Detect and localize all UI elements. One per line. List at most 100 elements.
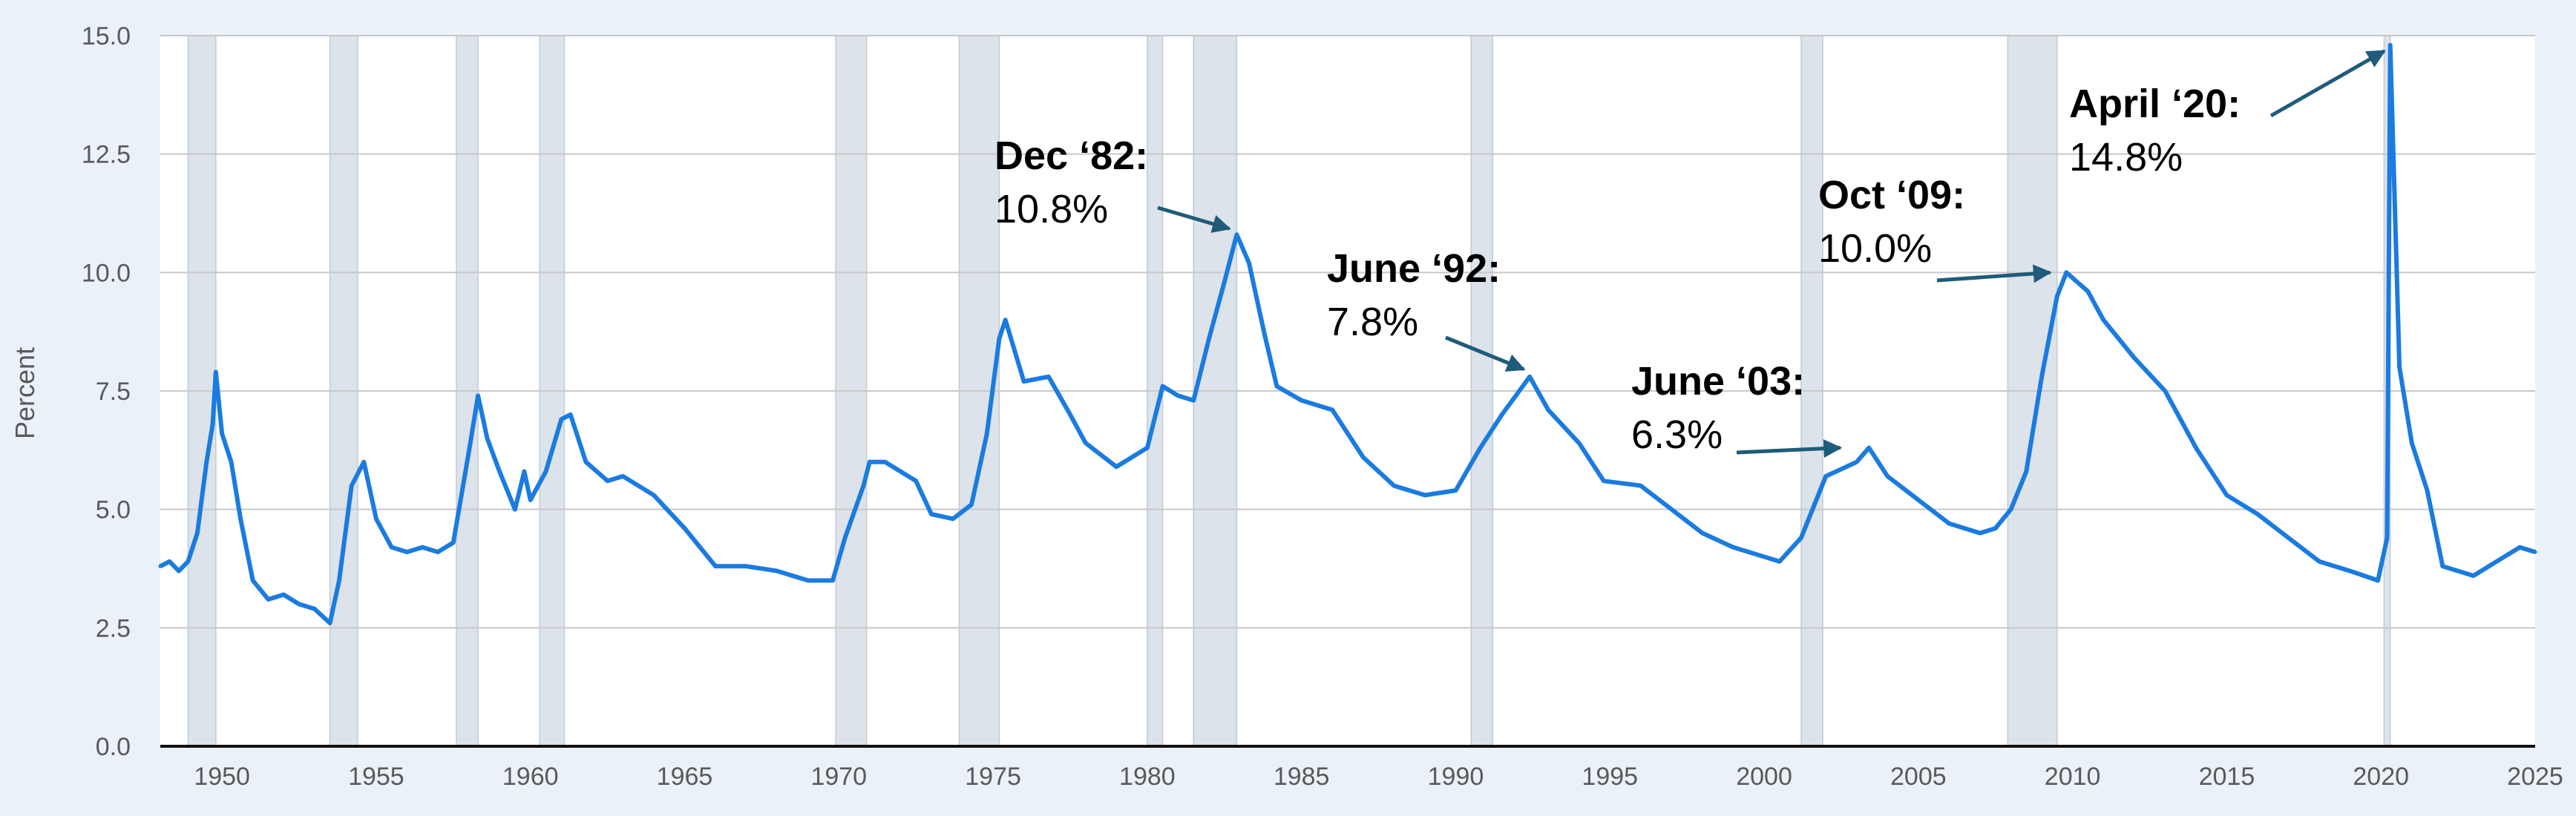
- x-tick-label: 1975: [965, 763, 1021, 791]
- data-point: [2224, 493, 2229, 497]
- data-point: [297, 602, 301, 606]
- grid-lines: [160, 35, 2535, 629]
- data-point: [1330, 408, 1334, 412]
- data-point: [467, 450, 471, 455]
- data-point: [544, 470, 548, 474]
- data-point: [713, 564, 718, 568]
- data-point: [862, 484, 865, 488]
- data-point: [1799, 536, 1803, 540]
- x-tick-label: 1955: [348, 763, 404, 791]
- x-tick-label: 2010: [2045, 763, 2101, 791]
- data-point: [898, 470, 902, 474]
- data-point: [266, 597, 270, 602]
- series-line-0: [159, 42, 2536, 625]
- data-point: [2425, 488, 2429, 493]
- data-point: [1454, 488, 1458, 493]
- data-point: [1046, 375, 1051, 379]
- y-axis-ticks: 0.0 2.5 5.0 7.5 10.0 12.5 15.0: [82, 22, 131, 761]
- data-point: [1500, 412, 1504, 417]
- data-point: [361, 460, 366, 464]
- data-point: [559, 417, 563, 421]
- data-point: [969, 502, 974, 507]
- data-point: [2163, 389, 2167, 393]
- y-axis-label: Percent: [10, 347, 40, 439]
- data-point: [1176, 393, 1180, 398]
- data-point: [1084, 441, 1088, 445]
- data-point: [1274, 384, 1279, 389]
- data-point: [420, 545, 425, 550]
- data-point: [1577, 441, 1582, 445]
- annotation-arrow: [1157, 205, 1231, 233]
- data-point: [1003, 317, 1008, 322]
- data-point: [1145, 446, 1150, 450]
- y-tick-label: 5.0: [96, 496, 131, 524]
- annotation-value: 14.8%: [2069, 135, 2183, 180]
- data-point: [1669, 507, 1674, 512]
- data-point: [204, 460, 209, 464]
- data-point: [211, 422, 215, 427]
- data-point: [2009, 507, 2013, 512]
- data-point: [2410, 441, 2414, 445]
- data-point: [2085, 289, 2090, 294]
- data-point: [485, 436, 489, 441]
- data-point: [951, 516, 955, 521]
- x-tick-label: 1995: [1582, 763, 1638, 791]
- annotation-title: April ‘20:: [2069, 82, 2241, 126]
- data-point: [436, 550, 440, 554]
- data-point: [1993, 526, 1998, 530]
- data-point: [1731, 545, 1735, 550]
- data-point: [2194, 446, 2198, 450]
- data-point: [2471, 573, 2476, 578]
- data-point: [229, 460, 234, 464]
- data-point: [1361, 455, 1366, 459]
- x-tick-label: 1970: [810, 763, 867, 791]
- data-point: [843, 536, 848, 540]
- data-point: [2502, 555, 2506, 559]
- data-point: [2397, 365, 2402, 369]
- data-point: [1762, 555, 1766, 559]
- data-point: [652, 493, 656, 497]
- data-point: [312, 607, 317, 611]
- x-tick-label: 2015: [2199, 763, 2255, 791]
- data-point: [390, 545, 394, 550]
- data-point: [985, 432, 989, 435]
- x-tick-label: 2025: [2507, 763, 2563, 791]
- data-point: [2388, 43, 2393, 47]
- data-point: [374, 516, 378, 521]
- data-point: [158, 564, 163, 568]
- data-point: [513, 507, 517, 512]
- data-point: [997, 337, 1001, 341]
- data-point: [522, 470, 526, 474]
- data-point: [1300, 398, 1304, 403]
- y-tick-label: 0.0: [96, 733, 131, 761]
- data-point: [2317, 559, 2321, 564]
- data-point: [2039, 375, 2044, 379]
- data-point: [238, 516, 243, 521]
- data-point: [1916, 498, 1921, 502]
- y-tick-label: 7.5: [96, 378, 131, 406]
- annotation-arrow: [2269, 49, 2386, 118]
- y-tick-label: 10.0: [82, 259, 131, 287]
- data-point: [2348, 569, 2353, 573]
- annotation-arrow: [1445, 335, 1526, 372]
- data-point: [830, 579, 835, 582]
- data-point: [2101, 317, 2105, 322]
- data-point: [1978, 531, 1982, 536]
- data-point: [744, 564, 749, 568]
- data-point: [214, 370, 218, 374]
- x-tick-label: 2005: [1890, 763, 1947, 791]
- data-point: [2055, 294, 2059, 298]
- data-point: [683, 526, 686, 530]
- data-point: [220, 432, 224, 435]
- x-tick-label: 1950: [194, 763, 250, 791]
- data-point: [2376, 579, 2380, 582]
- data-point: [2064, 270, 2068, 274]
- annotation-arrow: [1936, 264, 2052, 283]
- data-point: [1823, 474, 1828, 478]
- data-point: [1777, 559, 1782, 564]
- data-point: [1247, 261, 1251, 266]
- y-tick-label: 2.5: [96, 614, 131, 642]
- data-point: [195, 531, 200, 536]
- data-point: [405, 550, 409, 554]
